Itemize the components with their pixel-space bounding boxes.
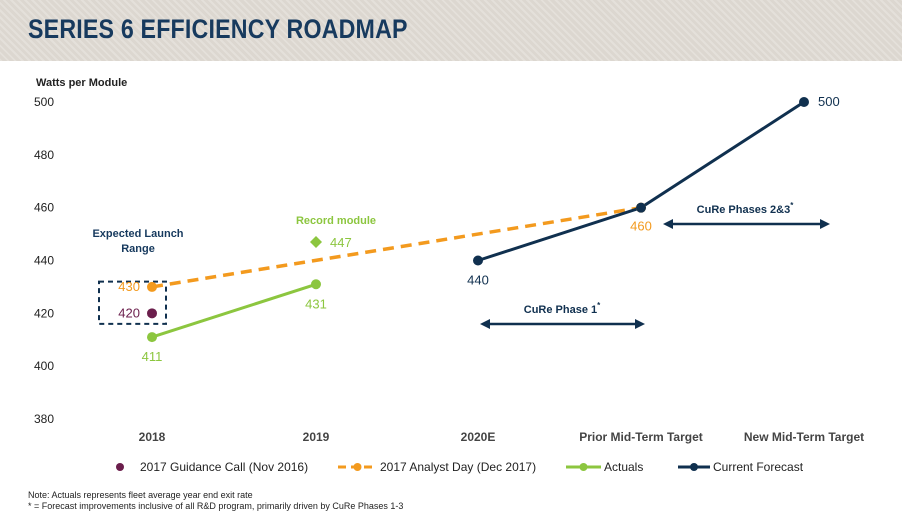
y-tick-label: 500	[34, 95, 54, 109]
y-tick-label: 440	[34, 254, 54, 268]
footnote-asterisk: * = Forecast improvements inclusive of a…	[28, 501, 404, 511]
current-forecast-data-label: 500	[818, 94, 840, 109]
record-module-value: 447	[330, 235, 352, 250]
y-axis-label: Watts per Module	[36, 77, 127, 89]
2017-guidance-call-nov-2016-data-label: 420	[118, 305, 140, 320]
cure-phase-1-label: CuRe Phase 1*	[524, 301, 601, 316]
x-tick-label: 2020E	[461, 430, 496, 444]
x-tick-label: 2019	[303, 430, 330, 444]
record-module-label: Record module	[296, 215, 376, 227]
cure-phase-1-arrow-head-left	[480, 319, 490, 329]
launch-range-label: Range	[121, 243, 155, 255]
page-title: SERIES 6 EFFICIENCY ROADMAP	[28, 14, 408, 44]
efficiency-roadmap-chart: Watts per Module 380 400 420 440 460 480 500 201…	[34, 77, 864, 474]
x-tick-label: 2018	[139, 430, 166, 444]
y-tick-label: 380	[34, 412, 54, 426]
cure-phases-2-3-arrow-head-left	[663, 219, 673, 229]
y-tick-label: 460	[34, 201, 54, 215]
2017-analyst-day-dec-2017-point	[147, 281, 157, 292]
2017-analyst-day-dec-2017-line	[151, 205, 642, 289]
record-module-marker	[310, 236, 322, 249]
actuals-line	[151, 282, 317, 339]
current-forecast-data-label: 440	[467, 273, 489, 288]
legend-label: Actuals	[604, 460, 643, 474]
footnote-actuals: Note: Actuals represents fleet average y…	[28, 490, 253, 500]
x-tick-label: Prior Mid-Term Target	[579, 430, 703, 444]
current-forecast-point	[473, 255, 483, 266]
legend-marker	[116, 463, 124, 471]
x-tick-label: New Mid-Term Target	[744, 430, 864, 444]
legend-label: Current Forecast	[713, 460, 804, 474]
y-tick-label: 480	[34, 148, 54, 162]
2017-analyst-day-dec-2017-data-label: 460	[630, 219, 652, 234]
cure-phase-1-arrow-head-right	[635, 319, 645, 329]
launch-range-label: Expected Launch	[92, 228, 183, 240]
legend-marker	[353, 463, 362, 471]
2017-analyst-day-dec-2017-data-label: 430	[118, 279, 140, 294]
title-banner: SERIES 6 EFFICIENCY ROADMAP	[0, 0, 902, 61]
actuals-point	[311, 279, 321, 290]
2017-guidance-call-nov-2016-point	[147, 308, 157, 319]
current-forecast-point	[799, 97, 809, 107]
current-forecast-point	[636, 202, 646, 213]
y-tick-label: 400	[34, 359, 54, 373]
legend-marker	[579, 463, 588, 471]
actuals-data-label: 411	[142, 349, 163, 364]
y-tick-label: 420	[34, 306, 54, 320]
legend-marker	[690, 463, 698, 471]
actuals-point	[147, 332, 157, 343]
actuals-data-label: 431	[305, 296, 327, 311]
cure-phases-2-3-arrow-head-right	[820, 219, 830, 229]
legend-label: 2017 Guidance Call (Nov 2016)	[140, 460, 308, 474]
current-forecast-line	[477, 100, 805, 262]
cure-phases-2-3-label: CuRe Phases 2&3*	[697, 201, 795, 216]
legend-label: 2017 Analyst Day (Dec 2017)	[380, 460, 536, 474]
